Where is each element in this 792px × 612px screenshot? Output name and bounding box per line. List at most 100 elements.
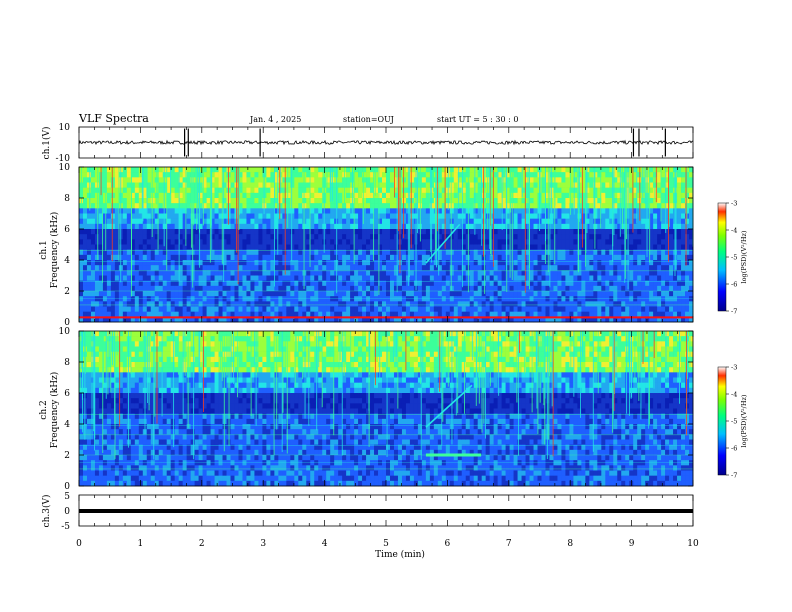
spec-cell: [118, 306, 124, 312]
spec-cell: [609, 172, 614, 178]
spec-cell: [465, 172, 471, 178]
spec-cell: [134, 234, 140, 240]
spec-cell: [290, 218, 295, 225]
spec-cell: [266, 291, 271, 297]
spec-cell: [182, 249, 187, 256]
spec-cell: [389, 198, 395, 204]
spec-cell: [685, 265, 690, 271]
spec-cell: [661, 270, 666, 276]
spec-cell: [358, 316, 363, 323]
spec-cell: [90, 270, 96, 276]
spec-cell: [202, 208, 207, 214]
spec-cell: [621, 182, 626, 188]
spec-cell: [174, 218, 179, 225]
spec-cell: [254, 285, 259, 292]
spec-cell: [557, 203, 562, 209]
spec-cell: [541, 234, 546, 240]
spec-cell: [142, 198, 148, 204]
spec-cell: [90, 301, 96, 307]
spec-cell: [673, 275, 678, 281]
spec-cell: [601, 291, 606, 297]
spec-cell: [210, 203, 215, 209]
spec-cell: [386, 167, 391, 173]
spec-cell: [162, 260, 168, 266]
spec-cell: [142, 265, 148, 271]
spec-cell: [242, 203, 247, 209]
spec-cell: [689, 218, 694, 225]
spec-cell: [633, 270, 638, 276]
spec-cell: [517, 265, 522, 271]
spec-cell: [214, 177, 219, 183]
spec-cell: [378, 306, 383, 312]
spec-cell: [178, 167, 183, 173]
spec-cell: [262, 244, 267, 250]
spec-cell: [162, 182, 168, 188]
spec-cell: [661, 301, 666, 307]
spec-cell: [94, 208, 100, 214]
spec-cell: [218, 198, 223, 204]
spec-cell: [326, 229, 331, 235]
spec-cell: [545, 229, 550, 235]
spec-cell: [86, 177, 92, 183]
spec-cell: [294, 229, 299, 235]
spec-cell: [649, 244, 654, 250]
spec-cell: [537, 280, 542, 287]
spec-cell: [138, 291, 144, 297]
spec-cell: [585, 229, 590, 235]
spec-cell: [114, 198, 120, 204]
spec-cell: [541, 285, 546, 292]
spec-cell: [545, 306, 550, 312]
spec-cell: [425, 265, 431, 271]
spec-cell: [661, 306, 666, 312]
spec-cell: [246, 234, 251, 240]
spec-cell: [633, 223, 638, 230]
spec-cell: [166, 249, 171, 256]
spec-cell: [649, 275, 654, 281]
spec-cell: [242, 187, 247, 194]
spec-cell: [685, 311, 690, 318]
spec-cell: [509, 198, 514, 204]
spec-cell: [106, 260, 112, 266]
spec-cell: [322, 270, 327, 276]
spec-cell: [374, 172, 379, 178]
spec-cell: [302, 311, 307, 318]
spec-cell: [130, 208, 136, 214]
spec-cell: [529, 182, 534, 188]
spec-cell: [657, 265, 662, 271]
spec-cell: [342, 239, 347, 245]
spec-cell: [130, 285, 136, 292]
spec-cell: [629, 198, 634, 204]
spec-cell: [386, 208, 391, 214]
spec-cell: [130, 223, 136, 230]
spec-cell: [393, 265, 399, 271]
spec-cell: [82, 218, 88, 225]
spec-cell: [449, 167, 455, 173]
spec-cell: [306, 291, 311, 297]
spec-cell: [569, 265, 574, 271]
spec-cell: [501, 280, 506, 287]
spec-cell: [254, 223, 259, 230]
spec-cell: [665, 254, 670, 261]
spec-cell: [162, 187, 168, 194]
spec-cell: [338, 167, 343, 173]
spec-cell: [86, 346, 92, 352]
spec-cell: [310, 270, 315, 276]
spec-cell: [378, 260, 383, 266]
spec-cell: [661, 265, 666, 271]
spec-cell: [330, 223, 335, 230]
spec-cell: [449, 203, 455, 209]
spec-cell: [637, 291, 642, 297]
spec-cell: [274, 285, 279, 292]
spec-cell: [274, 280, 279, 287]
spec-cell: [286, 244, 291, 250]
spec-cell: [362, 208, 367, 214]
spec-cell: [493, 265, 498, 271]
spec-cell: [166, 316, 171, 323]
spec-cell: [429, 270, 435, 276]
spec-cell: [238, 244, 243, 250]
spec-cell: [661, 244, 666, 250]
spec-cell: [178, 291, 183, 297]
spec-cell: [489, 270, 494, 276]
spec-cell: [653, 285, 658, 292]
spec-cell: [86, 418, 92, 425]
